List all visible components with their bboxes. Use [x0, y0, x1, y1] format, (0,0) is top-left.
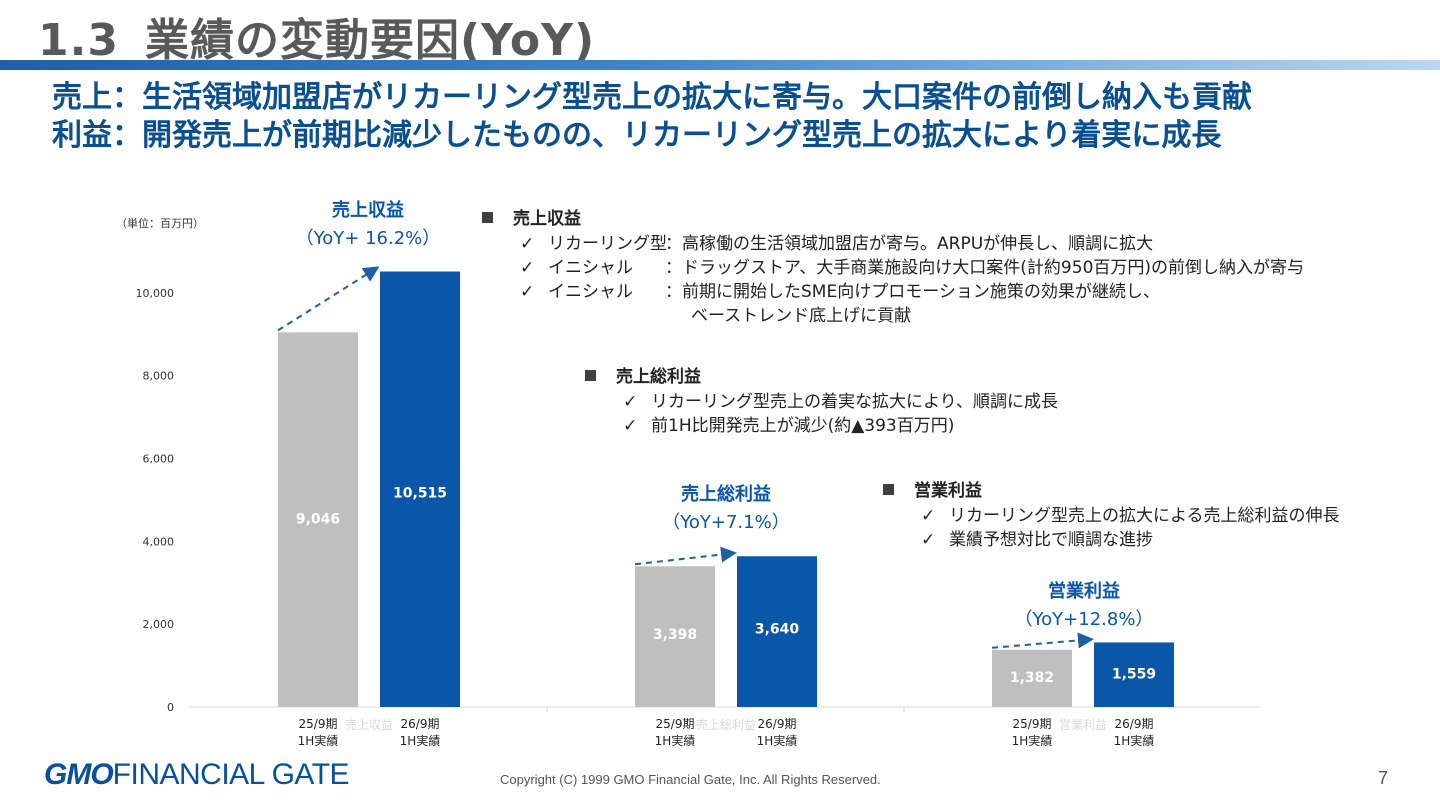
summary-profit: 利益：開発売上が前期比減少したものの、リカーリング型売上の拡大により着実に成長: [52, 118, 1222, 153]
list-item-continuation: ベーストレンド底上げに貢献: [691, 306, 912, 326]
check-icon: ✓: [921, 530, 936, 550]
check-icon: ✓: [520, 258, 535, 278]
bar-value-label: 1,559: [1112, 666, 1156, 682]
x-tick-label: 25/9期: [299, 717, 338, 731]
check-icon: ✓: [520, 282, 535, 302]
group-category-ghost: 営業利益: [1059, 718, 1107, 732]
unit-label: （単位：百万円）: [116, 217, 204, 230]
square-bullet-icon: [883, 484, 894, 495]
list-item: ✓ 前1H比開発売上が減少(約▲393百万円): [623, 416, 955, 436]
group-name: 売上総利益: [681, 484, 771, 505]
square-bullet-icon: [585, 370, 596, 381]
x-tick-label: 1H実績: [1114, 733, 1155, 748]
y-tick-label: 4,000: [143, 535, 175, 548]
summary-revenue: 売上：生活領域加盟店がリカーリング型売上の拡大に寄与。大口案件の前倒し納入も貢献: [52, 80, 1252, 115]
bar: [635, 566, 715, 707]
check-icon: ✓: [921, 506, 936, 526]
group-title-revenue: 売上収益 （YoY+ 16.2%）: [268, 196, 468, 250]
bar-value-label: 3,640: [755, 622, 800, 638]
bar-value-label: 10,515: [393, 486, 447, 502]
section-number: 1.3: [38, 15, 119, 66]
group-category-ghost: 売上総利益: [696, 717, 756, 732]
bar: [278, 332, 358, 707]
x-tick-label: 26/9期: [758, 717, 797, 731]
title-text: 業績の変動要因(YoY): [144, 15, 596, 66]
x-tick-label: 25/9期: [1013, 717, 1052, 731]
check-icon: ✓: [623, 416, 638, 436]
group-title-gross-profit: 売上総利益 （YoY+7.1%）: [626, 480, 826, 534]
group-category-ghost: 売上収益: [345, 717, 393, 732]
notes-heading: 売上総利益: [585, 362, 1058, 387]
list-item: ✓ リカーリング型売上の着実な拡大により、順調に成長: [623, 392, 1058, 412]
x-tick-label: 26/9期: [401, 717, 440, 731]
copyright: Copyright (C) 1999 GMO Financial Gate, I…: [500, 772, 881, 787]
page-title: 1.3 業績の変動要因(YoY): [38, 4, 595, 68]
list-item: ✓ イニシャル ：ドラッグストア、大手商業施設向け大口案件(計約950百万円)の前倒…: [520, 258, 1305, 278]
bar-value-label: 3,398: [653, 627, 697, 643]
y-tick-label: 10,000: [136, 287, 175, 300]
page-number: 7: [1378, 768, 1389, 788]
bar: [737, 556, 817, 707]
bar: [1094, 642, 1174, 707]
x-tick-label: 1H実績: [655, 733, 696, 748]
y-tick-label: 8,000: [143, 370, 175, 383]
notes-heading: 売上収益: [482, 204, 1304, 229]
group-name: 営業利益: [1048, 581, 1120, 602]
notes-operating-profit: 営業利益 ✓ リカーリング型売上の拡大による売上総利益の伸長 ✓ 業績予想対比で順調…: [883, 476, 1340, 552]
notes-gross-profit: 売上総利益 ✓ リカーリング型売上の着実な拡大により、順調に成長 ✓ 前1H比開発売…: [585, 362, 1058, 438]
bar: [380, 271, 460, 707]
x-tick-label: 1H実績: [400, 733, 441, 748]
group-yoy: （YoY+ 16.2%）: [295, 228, 441, 249]
x-tick-label: 1H実績: [757, 733, 798, 748]
growth-arrow: [277, 266, 380, 332]
y-tick-label: 2,000: [143, 618, 175, 631]
group-name: 売上収益: [332, 200, 404, 221]
check-icon: ✓: [623, 392, 638, 412]
list-item: ✓ イニシャル ：前期に開始したSME向けプロモーション施策の効果が継続し、: [520, 282, 1160, 302]
title-rule: [0, 60, 1440, 70]
notes-heading: 営業利益: [883, 476, 1340, 501]
y-tick-label: 0: [167, 701, 174, 714]
x-tick-label: 26/9期: [1115, 717, 1154, 731]
list-item: ✓ 業績予想対比で順調な進捗: [921, 530, 1153, 550]
square-bullet-icon: [482, 212, 493, 223]
group-yoy: （YoY+7.1%）: [662, 512, 790, 533]
bar: [992, 649, 1072, 707]
group-title-operating-profit: 営業利益 （YoY+12.8%）: [984, 577, 1184, 631]
bar-value-label: 9,046: [296, 511, 340, 527]
bar-value-label: 1,382: [1010, 670, 1054, 686]
check-icon: ✓: [520, 234, 535, 254]
x-tick-label: 1H実績: [1012, 733, 1053, 748]
x-tick-label: 25/9期: [656, 717, 695, 731]
y-tick-label: 6,000: [143, 453, 175, 466]
notes-revenue: 売上収益 ✓ リカーリング型 ：高稼働の生活領域加盟店が寄与。ARPUが伸長し、順調…: [482, 204, 1304, 328]
x-tick-label: 1H実績: [298, 733, 339, 748]
growth-arrow: [991, 632, 1094, 649]
list-item: ✓ リカーリング型 ：高稼働の生活領域加盟店が寄与。ARPUが伸長し、順調に拡大: [520, 234, 1154, 254]
list-item: ✓ リカーリング型売上の拡大による売上総利益の伸長: [921, 506, 1340, 526]
growth-arrow: [634, 546, 737, 566]
group-yoy: （YoY+12.8%）: [1014, 609, 1154, 630]
company-logo: GMOFINANCIAL GATE: [44, 758, 350, 791]
